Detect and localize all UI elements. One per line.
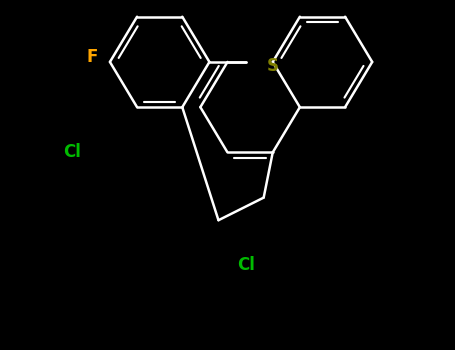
Text: F: F [86, 48, 97, 66]
Text: Cl: Cl [63, 144, 81, 161]
Text: S: S [267, 57, 279, 76]
Text: Cl: Cl [237, 257, 254, 274]
